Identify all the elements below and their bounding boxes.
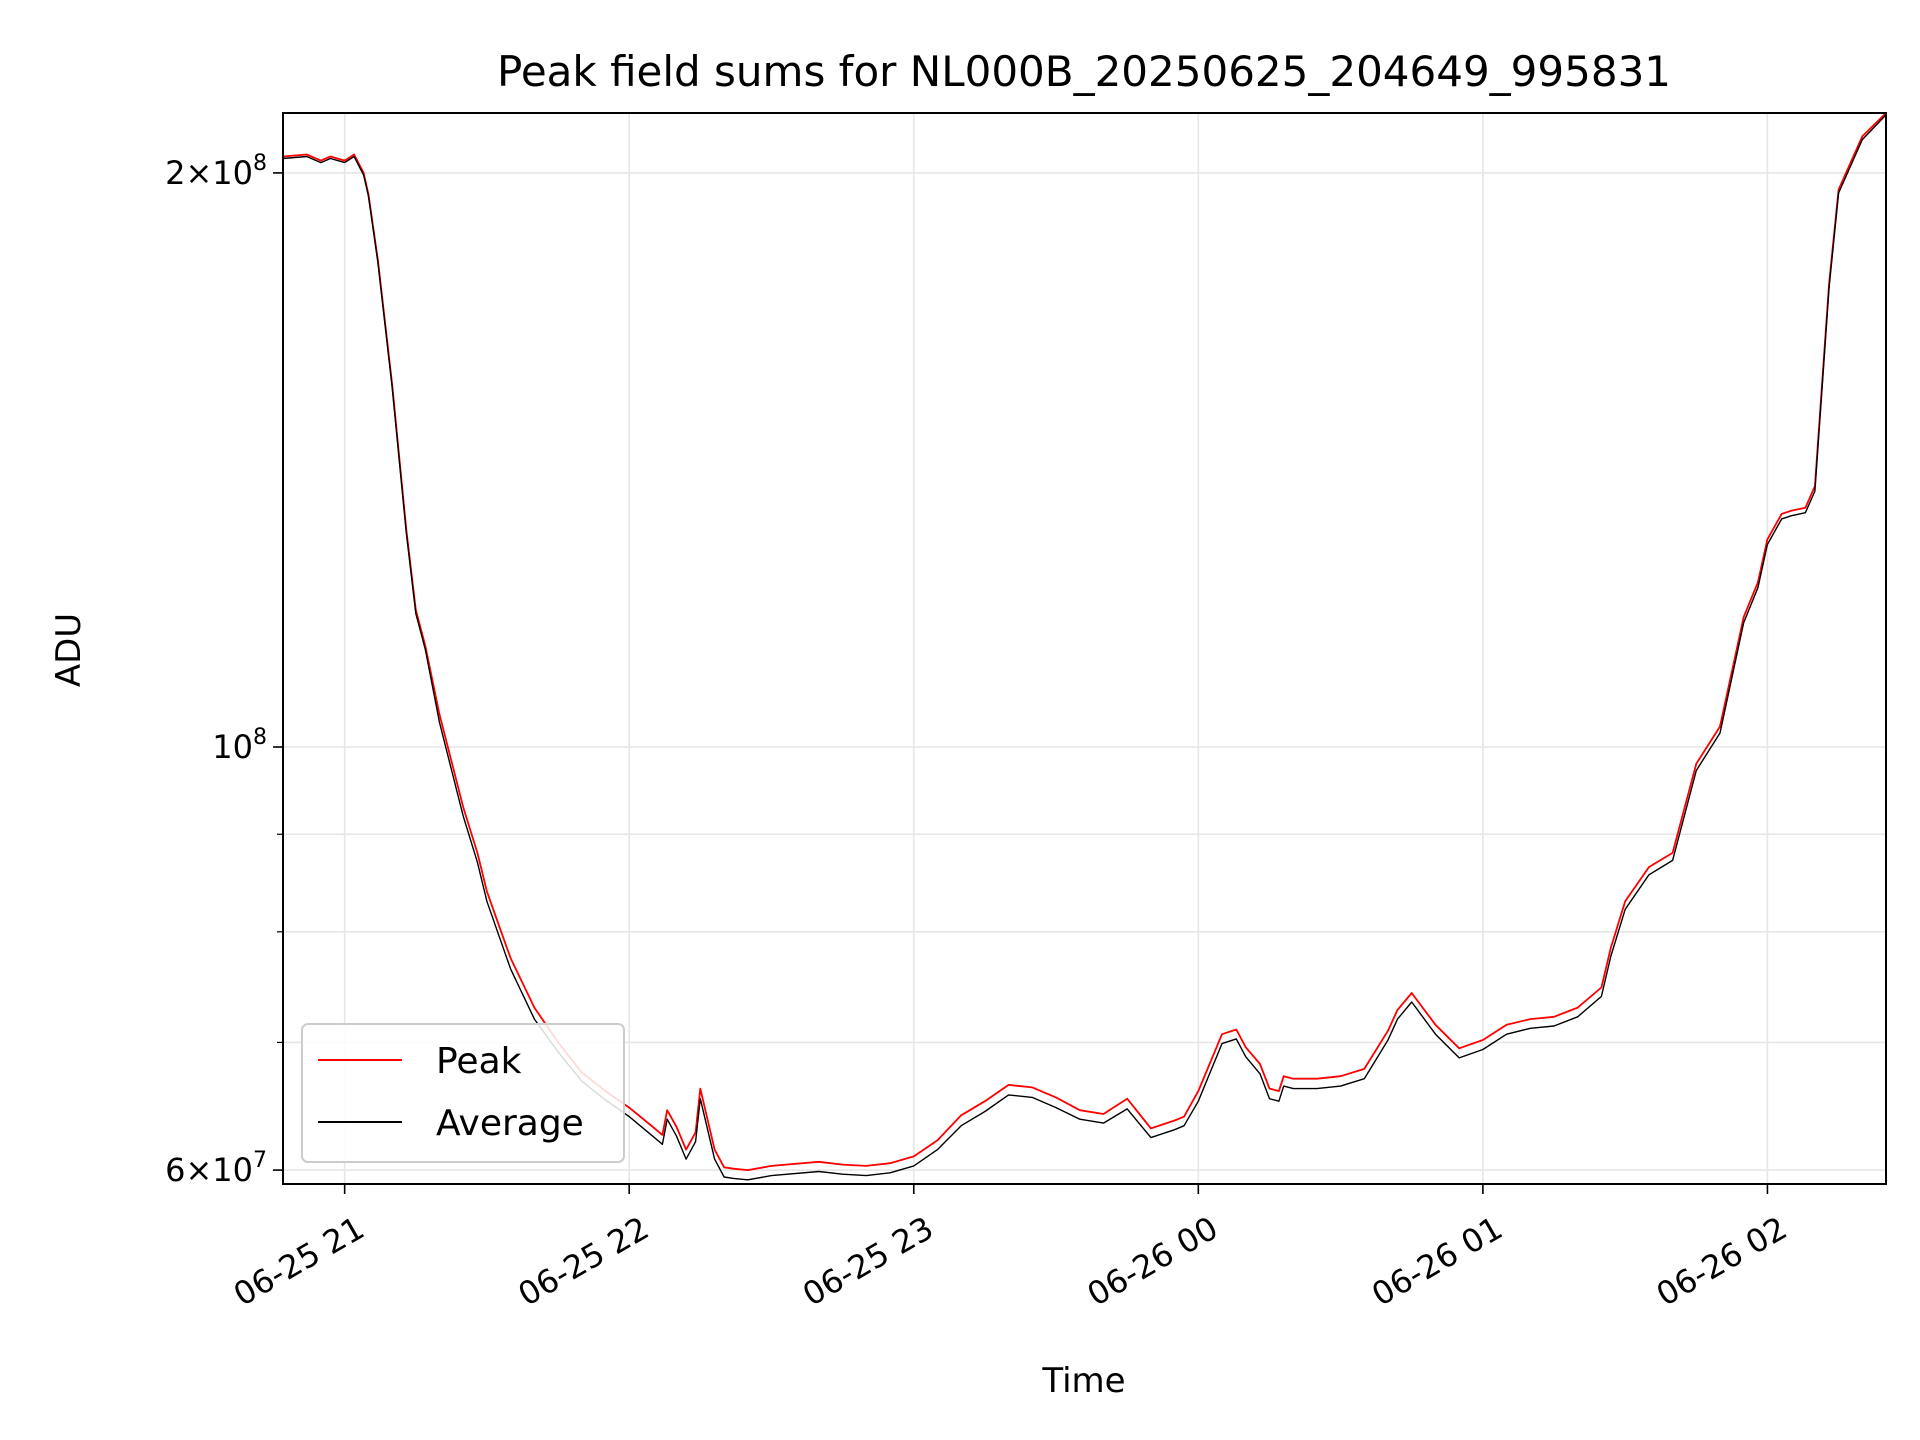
series-line-average xyxy=(282,114,1887,1181)
legend-box xyxy=(301,1023,625,1163)
y-axis-label: ADU xyxy=(49,613,89,687)
plot-frame xyxy=(282,112,1887,1185)
legend-label-average: Average xyxy=(436,1103,584,1144)
legend: Peak Average xyxy=(301,1023,625,1163)
y-tick-label: 108 xyxy=(212,725,267,766)
series-line-peak xyxy=(282,112,1887,1171)
chart-title: Peak field sums for NL000B_20250625_2046… xyxy=(497,47,1671,96)
series-lines xyxy=(282,112,1887,1181)
y-tick-label: 6×107 xyxy=(165,1148,267,1189)
x-axis-label: Time xyxy=(1041,1361,1125,1401)
legend-label-peak: Peak xyxy=(436,1041,522,1082)
y-axis: 6×107 108 2×108 xyxy=(165,151,283,1189)
y-tick-label: 2×108 xyxy=(165,151,267,192)
